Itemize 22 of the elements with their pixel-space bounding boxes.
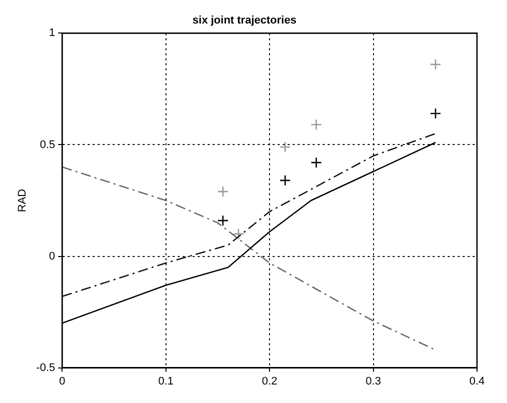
- point: [279, 174, 291, 186]
- point: [217, 186, 229, 198]
- point: [310, 156, 322, 168]
- y-tick-label: -0.5: [36, 362, 56, 374]
- y-tick-label: 1: [49, 27, 56, 40]
- y-tick-label: 0: [49, 250, 56, 262]
- point: [310, 119, 322, 130]
- point: [430, 108, 442, 120]
- y-tick-label: 0.5: [40, 138, 56, 151]
- x-tick-label: 0: [59, 375, 66, 388]
- point: [232, 228, 244, 240]
- x-tick-label: 0.4: [469, 375, 485, 388]
- point: [430, 58, 442, 70]
- x-tick-label: 0.1: [158, 375, 174, 388]
- x-tick-label: 0.3: [366, 375, 381, 388]
- line-series: [62, 166, 436, 351]
- x-tick-label: 0.2: [262, 375, 278, 388]
- line-series: [62, 132, 436, 298]
- point: [279, 141, 291, 153]
- point: [217, 214, 229, 226]
- chart-title: six joint trajectories: [192, 14, 296, 27]
- y-axis-title: RAD: [16, 188, 29, 212]
